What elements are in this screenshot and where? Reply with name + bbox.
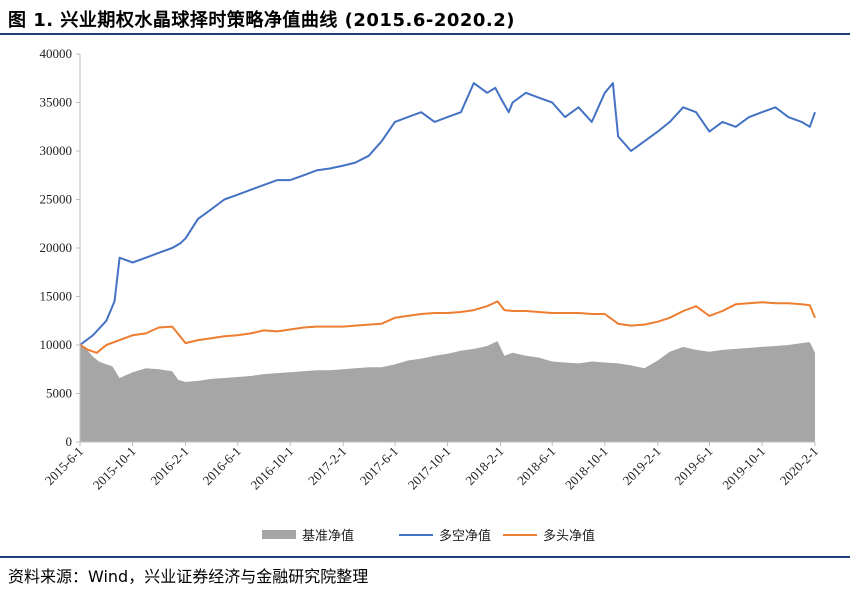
y-tick-label: 40000 — [40, 46, 73, 61]
series-benchmark-area — [80, 341, 815, 442]
x-tick-label: 2017-6-1 — [357, 444, 401, 488]
chart-title: 图 1. 兴业期权水晶球择时策略净值曲线 (2015.6-2020.2) — [8, 10, 516, 31]
x-axis: 2015-6-1 2015-10-1 2016-2-1 2016-6-1 2016-10… — [42, 441, 821, 493]
y-tick-label: 20000 — [40, 240, 73, 255]
x-tick-label: 2016-6-1 — [199, 444, 243, 488]
x-tick-label: 2020-2-1 — [777, 444, 821, 488]
legend: 基准净值 多空净值 多头净值 — [262, 528, 595, 544]
x-tick-label: 2015-10-1 — [90, 444, 139, 493]
bottom-rule — [0, 556, 850, 558]
x-tick-label: 2015-6-1 — [42, 444, 86, 488]
y-tick-label: 15000 — [40, 289, 73, 304]
y-tick-label: 30000 — [40, 143, 73, 158]
top-rule — [0, 33, 850, 35]
series-long-only-line — [79, 300, 816, 354]
legend-swatch-benchmark — [262, 530, 296, 539]
x-tick-label: 2019-6-1 — [671, 444, 715, 488]
net-value-chart: 0 5000 10000 15000 20000 25000 30000 35000 40000… — [40, 46, 822, 544]
legend-label-long-short: 多空净值 — [439, 528, 491, 544]
y-axis: 0 5000 10000 15000 20000 25000 30000 35000 40000 — [40, 46, 81, 449]
x-tick-label: 2019-10-1 — [719, 444, 768, 493]
y-tick-label: 25000 — [40, 192, 73, 207]
x-tick-label: 2016-2-1 — [147, 444, 191, 488]
y-tick-label: 35000 — [40, 95, 73, 110]
x-tick-label: 2018-6-1 — [514, 444, 558, 488]
legend-label-benchmark: 基准净值 — [302, 528, 354, 544]
plot-area — [79, 82, 816, 442]
y-tick-label: 10000 — [40, 337, 73, 352]
x-tick-label: 2016-10-1 — [247, 444, 296, 493]
series-long-short-line — [79, 82, 816, 346]
y-tick-label: 0 — [66, 434, 73, 449]
x-tick-label: 2018-2-1 — [462, 444, 506, 488]
y-tick-label: 5000 — [46, 386, 72, 401]
legend-label-long-only: 多头净值 — [543, 528, 595, 544]
x-tick-label: 2018-10-1 — [562, 444, 611, 493]
x-tick-label: 2019-2-1 — [620, 444, 664, 488]
source-note: 资料来源：Wind，兴业证券经济与金融研究院整理 — [8, 567, 369, 586]
x-tick-label: 2017-2-1 — [305, 444, 349, 488]
x-tick-label: 2017-10-1 — [405, 444, 454, 493]
